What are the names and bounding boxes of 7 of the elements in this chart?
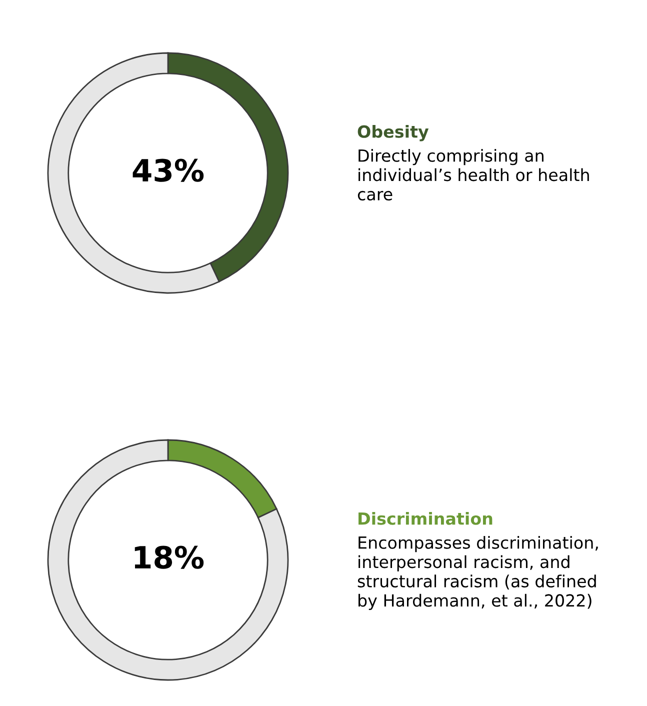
donut-slice (47, 439, 289, 681)
text: Discrimination (358, 512, 492, 525)
text: Obesity (358, 125, 429, 142)
data-label: 43% (132, 158, 204, 182)
text: Directly comprising an individual’s health or health care (358, 149, 589, 200)
text: Encompasses discrimination, interpersonal racism, and structural racism (as defined by Hardemann, et al., 2022) (358, 536, 598, 610)
data-label: 18% (134, 546, 204, 569)
